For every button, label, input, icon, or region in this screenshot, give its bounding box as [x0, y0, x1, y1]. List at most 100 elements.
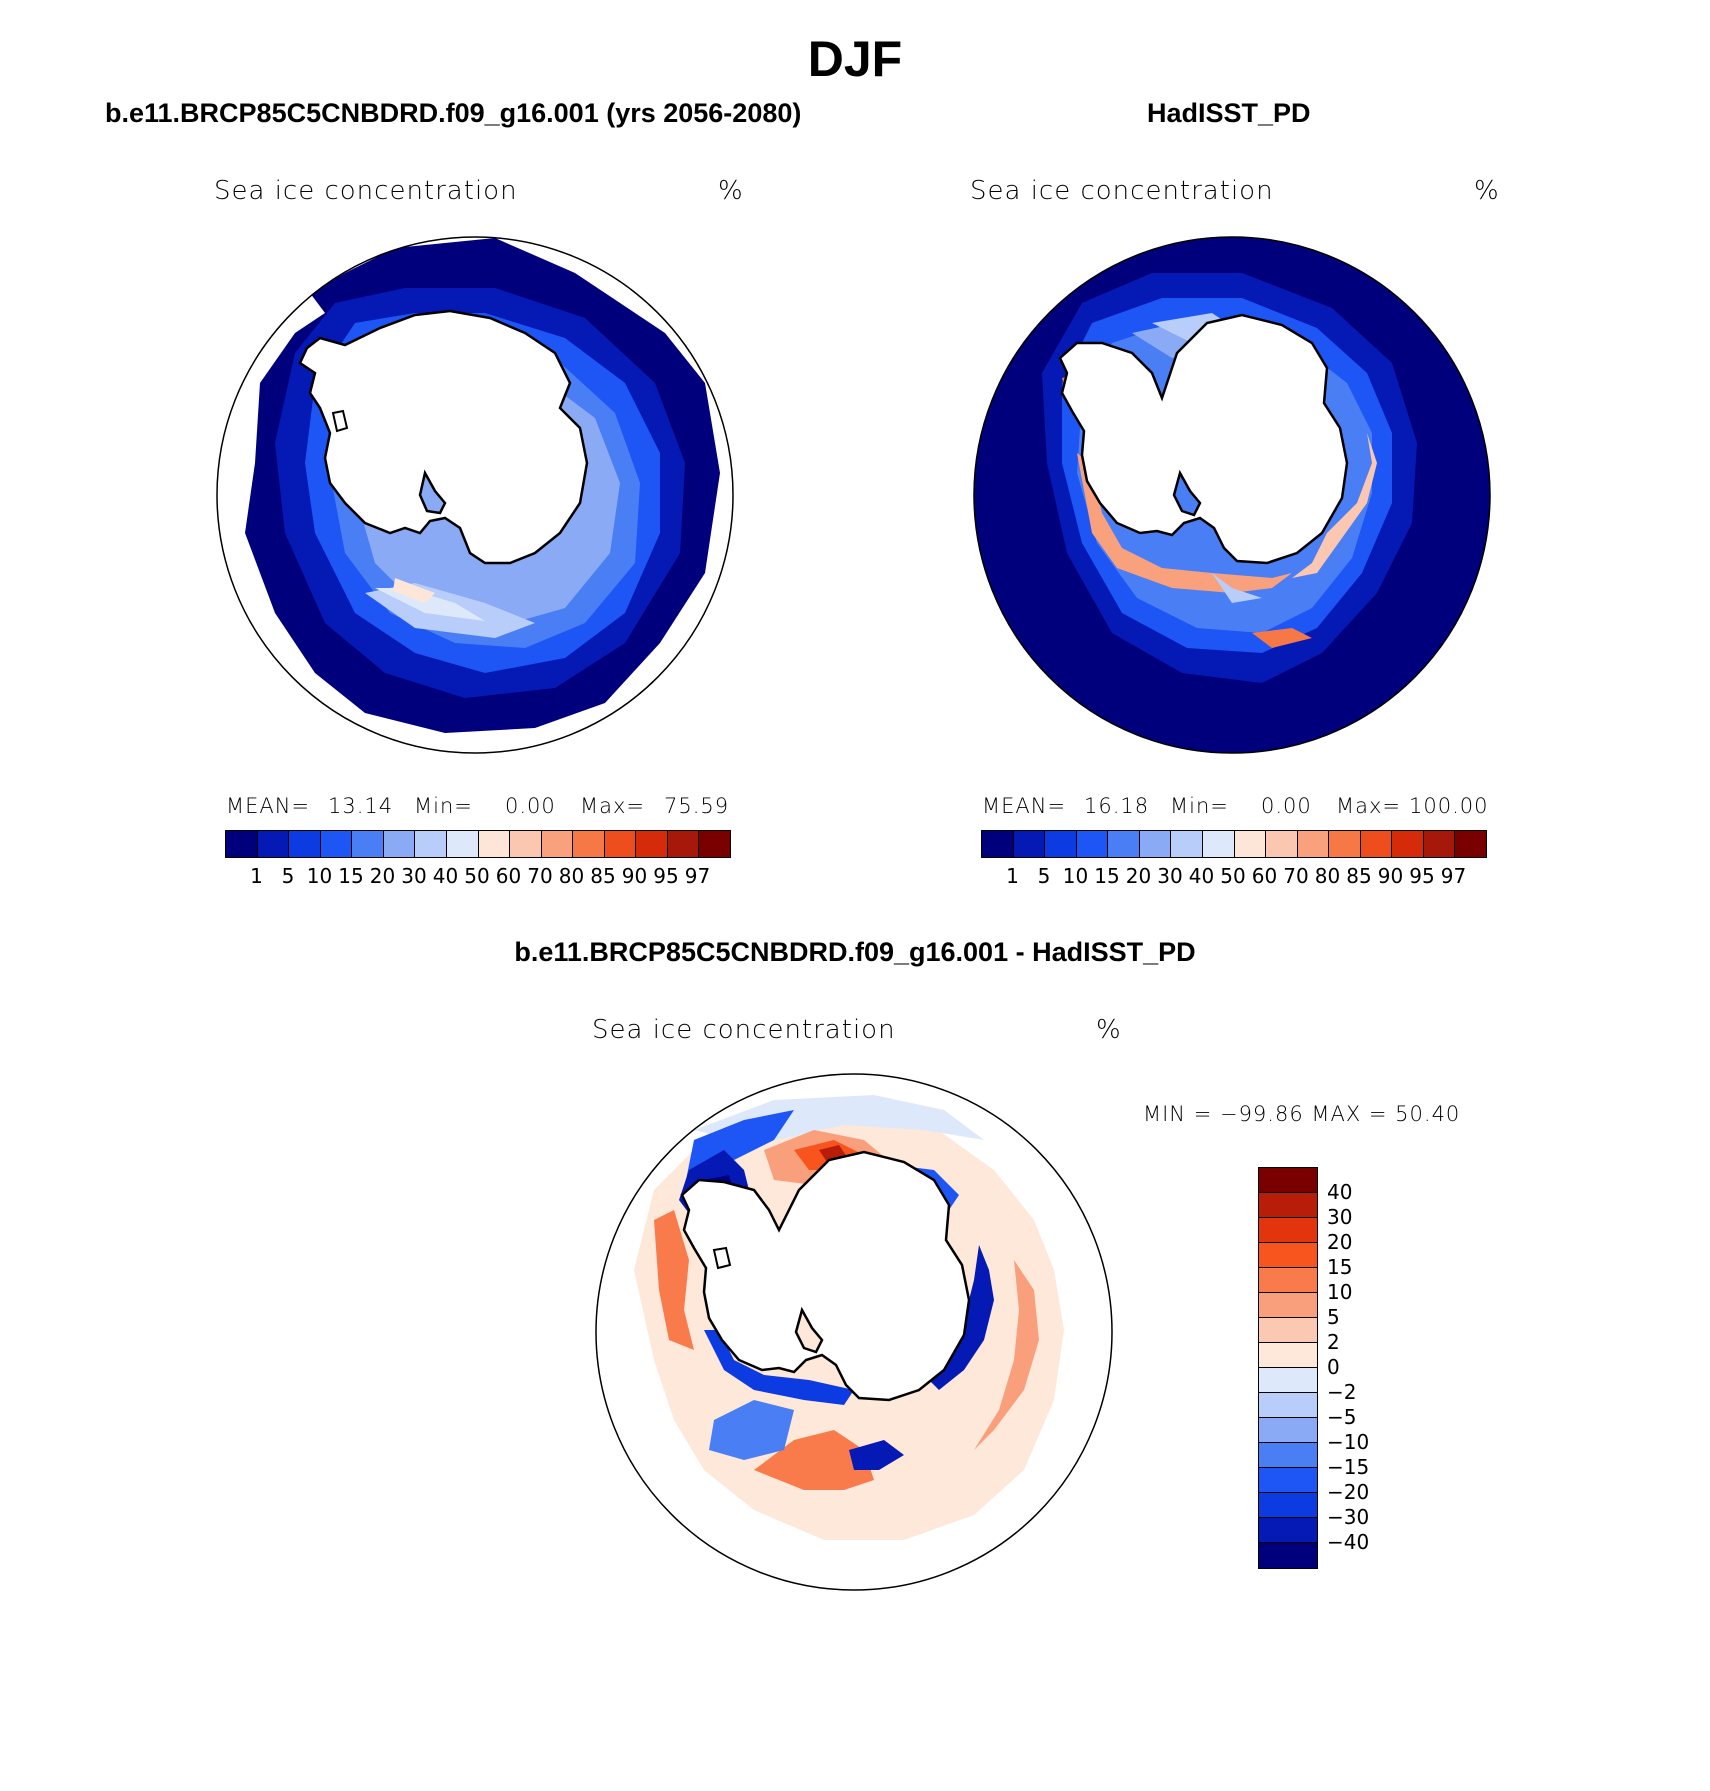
colorbar-swatch [478, 831, 511, 857]
colorbar-swatch [1423, 831, 1456, 857]
left-colorbar [225, 830, 731, 858]
colorbar-swatch [1108, 831, 1140, 857]
colorbar-tick-label: 1 [1006, 864, 1019, 888]
colorbar-tick-label: 30 [1327, 1205, 1353, 1229]
colorbar-tick-label: 5 [1037, 864, 1051, 888]
colorbar-swatch [1234, 831, 1267, 857]
colorbar-swatch [1045, 831, 1077, 857]
right-min-label: Min= [1170, 794, 1229, 818]
colorbar-tick-label: 5 [1327, 1305, 1340, 1329]
left-mean-value: 13.14 [328, 794, 394, 818]
right-unit-label: % [1474, 176, 1500, 206]
colorbar-swatch [636, 831, 668, 857]
right-colorbar [981, 830, 1487, 858]
left-max-label: Max= [580, 794, 646, 818]
colorbar-swatch [1076, 831, 1109, 857]
colorbar-swatch [1360, 831, 1393, 857]
colorbar-tick-label: 95 [653, 864, 679, 888]
colorbar-tick-label: 1 [250, 864, 263, 888]
bottom-unit-label: % [1096, 1015, 1122, 1045]
colorbar-tick-label: 5 [281, 864, 295, 888]
colorbar-tick-label: 30 [401, 864, 427, 888]
colorbar-tick-label: 40 [1188, 864, 1215, 888]
colorbar-tick-label: 15 [338, 864, 364, 888]
colorbar-swatch [1329, 831, 1361, 857]
colorbar-tick-label: 85 [590, 864, 616, 888]
colorbar-swatch [1259, 1543, 1317, 1568]
colorbar-tick-label: 60 [495, 864, 522, 888]
right-panel-title: HadISST_PD [1147, 98, 1311, 128]
left-variable-label: Sea ice concentration [214, 176, 518, 206]
colorbar-tick-label: 20 [369, 864, 396, 888]
left-colorbar-ticks: 1 5 10 15 20 30 40 50 60 70 80 85 90 95 97 [225, 864, 729, 890]
bottom-colorbar-ticks: 40 30 20 15 10 5 2 0 −2 −5 −10 −15 −20 −30 −40 [1327, 1167, 1407, 1567]
colorbar-tick-label: 15 [1094, 864, 1120, 888]
colorbar-swatch [1392, 831, 1424, 857]
right-variable-label: Sea ice concentration [970, 176, 1274, 206]
left-antarctica [298, 309, 589, 565]
colorbar-swatch [1259, 1468, 1317, 1493]
colorbar-tick-label: 10 [306, 864, 333, 888]
colorbar-tick-label: 97 [684, 864, 711, 888]
colorbar-swatch [1259, 1193, 1317, 1218]
colorbar-tick-label: 40 [432, 864, 459, 888]
colorbar-swatch [1202, 831, 1235, 857]
colorbar-swatch [1259, 1343, 1317, 1368]
colorbar-tick-label: −20 [1327, 1480, 1370, 1504]
colorbar-swatch [1297, 831, 1330, 857]
colorbar-tick-label: 50 [1220, 864, 1246, 888]
colorbar-swatch [982, 831, 1014, 857]
colorbar-tick-label: 30 [1157, 864, 1183, 888]
colorbar-tick-label: 10 [1327, 1280, 1353, 1304]
colorbar-tick-label: 80 [1314, 864, 1341, 888]
colorbar-swatch [257, 831, 290, 857]
colorbar-tick-label: 97 [1440, 864, 1467, 888]
colorbar-swatch [604, 831, 637, 857]
colorbar-tick-label: 90 [621, 864, 648, 888]
colorbar-tick-label: −40 [1327, 1530, 1370, 1554]
colorbar-tick-label: 70 [1283, 864, 1309, 888]
left-panel-title: b.e11.BRCP85C5CNBDRD.f09_g16.001 (yrs 20… [105, 98, 802, 128]
colorbar-tick-label: 40 [1327, 1180, 1353, 1204]
colorbar-tick-label: 10 [1062, 864, 1089, 888]
colorbar-swatch [1259, 1418, 1317, 1443]
right-colorbar-ticks: 1 5 10 15 20 30 40 50 60 70 80 85 90 95 97 [981, 864, 1485, 890]
colorbar-tick-label: 85 [1346, 864, 1372, 888]
colorbar-tick-label: 70 [527, 864, 553, 888]
colorbar-swatch [699, 831, 730, 857]
colorbar-tick-label: 60 [1251, 864, 1278, 888]
colorbar-tick-label: 95 [1409, 864, 1435, 888]
colorbar-swatch [352, 831, 384, 857]
colorbar-tick-label: 80 [558, 864, 585, 888]
colorbar-swatch [1259, 1218, 1317, 1243]
colorbar-swatch [1259, 1243, 1317, 1268]
colorbar-swatch [226, 831, 258, 857]
colorbar-swatch [1259, 1493, 1317, 1518]
colorbar-tick-label: −15 [1327, 1455, 1370, 1479]
left-polar-map [216, 236, 734, 754]
right-max-label: Max= [1336, 794, 1402, 818]
bottom-minmax-label: MIN = −99.86 MAX = 50.40 [1143, 1102, 1461, 1126]
colorbar-swatch [1266, 831, 1298, 857]
colorbar-tick-label: 0 [1327, 1355, 1340, 1379]
bottom-polar-map [595, 1073, 1113, 1591]
colorbar-swatch [415, 831, 447, 857]
colorbar-tick-label: −5 [1327, 1405, 1357, 1429]
colorbar-tick-label: 90 [1377, 864, 1404, 888]
right-antarctica [1058, 313, 1349, 565]
colorbar-swatch [1259, 1518, 1317, 1543]
colorbar-swatch [1455, 831, 1486, 857]
colorbar-swatch [1259, 1368, 1317, 1393]
colorbar-swatch [1259, 1293, 1317, 1318]
bottom-variable-label: Sea ice concentration [592, 1015, 896, 1045]
colorbar-swatch [1259, 1268, 1317, 1293]
colorbar-swatch [1259, 1443, 1317, 1468]
colorbar-swatch [383, 831, 416, 857]
right-polar-map [973, 236, 1491, 754]
right-mean-value: 16.18 [1084, 794, 1150, 818]
colorbar-tick-label: −10 [1327, 1430, 1370, 1454]
right-min-value: 0.00 [1261, 794, 1312, 818]
colorbar-swatch [667, 831, 700, 857]
colorbar-swatch [1259, 1168, 1317, 1193]
colorbar-tick-label: −2 [1327, 1380, 1357, 1404]
